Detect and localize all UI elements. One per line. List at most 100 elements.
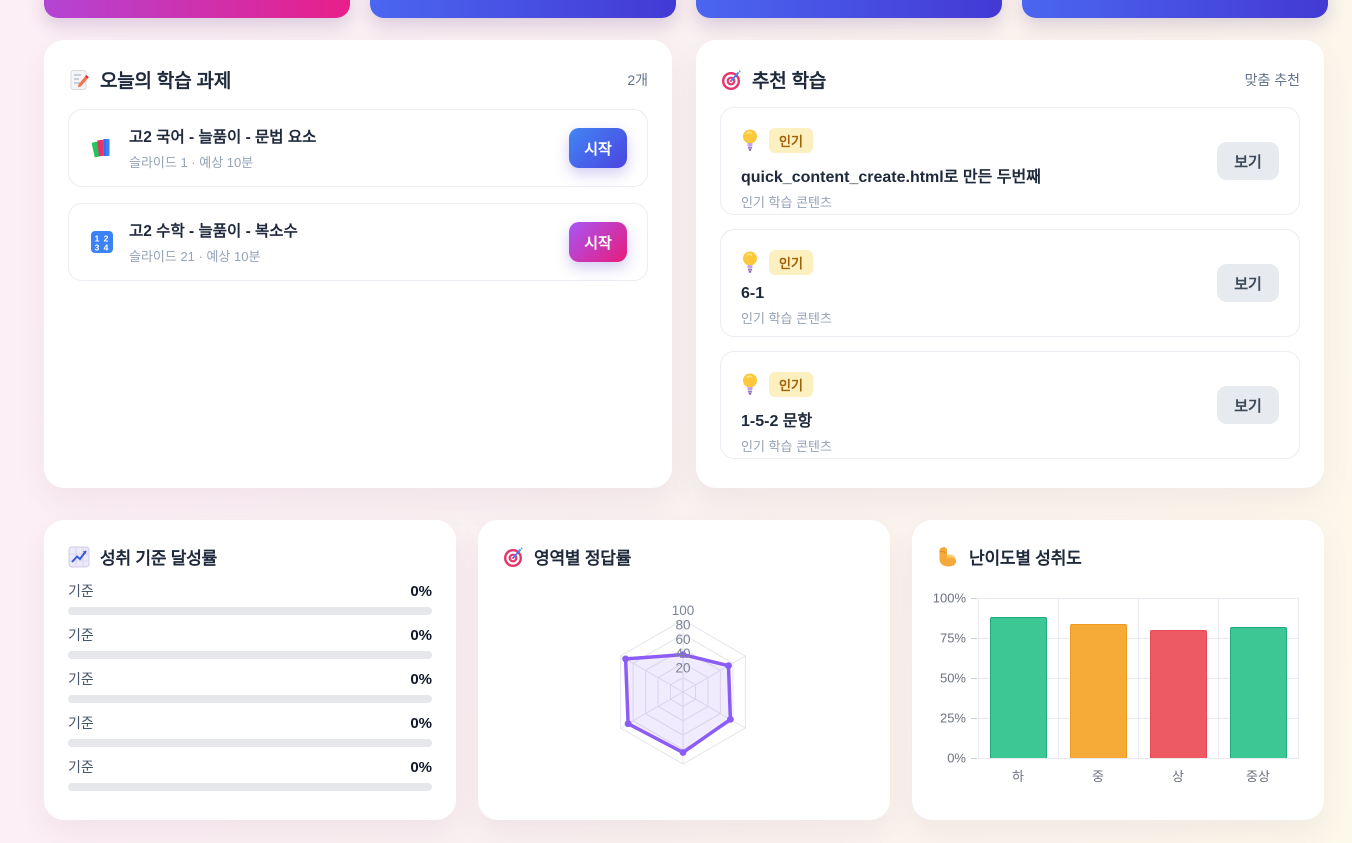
achievement-title: 성취 기준 달성률 bbox=[100, 549, 218, 568]
difficulty-header: 난이도별 성취도 bbox=[936, 544, 1300, 569]
recommendations-card: 추천 학습 맞춤 추천 인기 quick_content_create.html… bbox=[696, 40, 1324, 488]
task-title: 고2 수학 - 늘품이 - 복소수 bbox=[129, 223, 298, 240]
radar-card: 영역별 정답률 20 40 60 80 100 bbox=[478, 520, 890, 820]
bar-중상 bbox=[1229, 626, 1287, 758]
biceps-icon bbox=[936, 545, 959, 568]
recommendation-subtitle: 인기 학습 콘텐츠 bbox=[741, 195, 832, 210]
task-subtitle: 슬라이드 21 · 예상 10분 bbox=[129, 249, 261, 264]
gridline bbox=[1218, 598, 1219, 758]
svg-text:1: 1 bbox=[95, 234, 100, 244]
recommendation-title: 6-1 bbox=[741, 285, 765, 302]
svg-text:100: 100 bbox=[672, 603, 695, 618]
view-button[interactable]: 보기 bbox=[1217, 264, 1279, 302]
x-tick-label: 중 bbox=[1092, 769, 1104, 784]
banner-button[interactable] bbox=[370, 0, 676, 18]
recommendation-top: 인기 bbox=[741, 372, 1279, 397]
achievement-row-label: 기준 bbox=[68, 627, 94, 643]
svg-text:80: 80 bbox=[675, 617, 690, 632]
recommendation-subtitle: 인기 학습 콘텐츠 bbox=[741, 311, 832, 326]
achievement-row-label: 기준 bbox=[68, 583, 94, 599]
task-title: 고2 국어 - 늘품이 - 문법 요소 bbox=[129, 129, 317, 146]
svg-text:40: 40 bbox=[675, 646, 690, 661]
today-tasks-count: 2개 bbox=[627, 71, 648, 88]
achievement-row: 기준 0% bbox=[68, 671, 432, 703]
today-tasks-title: 오늘의 학습 과제 bbox=[100, 71, 232, 92]
popular-badge: 인기 bbox=[769, 372, 813, 397]
svg-text:3: 3 bbox=[95, 243, 100, 253]
achievement-row: 기준 0% bbox=[68, 583, 432, 615]
y-tick-label: 75% bbox=[939, 630, 966, 646]
x-tick-label: 상 bbox=[1172, 769, 1184, 784]
view-button[interactable]: 보기 bbox=[1217, 142, 1279, 180]
gridline bbox=[1058, 598, 1059, 758]
banner-button[interactable] bbox=[44, 0, 350, 18]
recommendation-top: 인기 bbox=[741, 128, 1279, 153]
task-item: 고2 국어 - 늘품이 - 문법 요소 슬라이드 1 · 예상 10분 시작 bbox=[68, 109, 648, 187]
svg-text:4: 4 bbox=[104, 243, 109, 253]
bulb-icon bbox=[741, 372, 759, 397]
recommendations-title: 추천 학습 bbox=[752, 71, 827, 92]
achievement-row-label: 기준 bbox=[68, 671, 94, 687]
achievement-row-label: 기준 bbox=[68, 715, 94, 731]
bar-상 bbox=[1149, 630, 1207, 758]
x-tick-label: 중상 bbox=[1246, 769, 1270, 784]
recommendation-item: 인기 6-1 인기 학습 콘텐츠 보기 bbox=[720, 229, 1300, 337]
recommendation-item: 인기 1-5-2 문항 인기 학습 콘텐츠 보기 bbox=[720, 351, 1300, 459]
gridline bbox=[978, 598, 979, 758]
achievement-header: 성취 기준 달성률 bbox=[68, 544, 432, 569]
y-tick-label: 0% bbox=[947, 750, 966, 766]
popular-badge: 인기 bbox=[769, 128, 813, 153]
chart-up-icon bbox=[68, 546, 90, 568]
popular-badge: 인기 bbox=[769, 250, 813, 275]
bulb-icon bbox=[741, 128, 759, 153]
achievement-progress-track bbox=[68, 783, 432, 791]
achievement-row-value: 0% bbox=[410, 714, 432, 732]
achievement-row-value: 0% bbox=[410, 670, 432, 688]
recommendation-item: 인기 quick_content_create.html로 만든 두번째 인기 … bbox=[720, 107, 1300, 215]
radar-header: 영역별 정답률 bbox=[502, 544, 866, 569]
gridline bbox=[1298, 598, 1299, 758]
today-tasks-header: 오늘의 학습 과제 2개 bbox=[68, 66, 648, 93]
banner-button[interactable] bbox=[1022, 0, 1328, 18]
start-button[interactable]: 시작 bbox=[569, 222, 627, 262]
books-icon bbox=[89, 135, 115, 161]
achievement-row-value: 0% bbox=[410, 582, 432, 600]
task-subtitle: 슬라이드 1 · 예상 10분 bbox=[129, 155, 254, 170]
svg-text:60: 60 bbox=[675, 632, 690, 647]
gridline bbox=[978, 758, 1298, 759]
achievement-progress-track bbox=[68, 607, 432, 615]
bar-중 bbox=[1069, 623, 1127, 758]
gridline bbox=[1138, 598, 1139, 758]
memo-icon bbox=[68, 69, 90, 91]
achievement-row: 기준 0% bbox=[68, 715, 432, 747]
y-tick bbox=[971, 638, 977, 639]
bar-chart bbox=[978, 598, 1299, 759]
achievement-card: 성취 기준 달성률 기준 0% 기준 0% 기준 0% 기준 0% bbox=[44, 520, 456, 820]
start-button[interactable]: 시작 bbox=[569, 128, 627, 168]
target-icon bbox=[720, 69, 742, 91]
svg-text:2: 2 bbox=[104, 234, 109, 244]
target-icon bbox=[502, 546, 524, 568]
banner-button[interactable] bbox=[696, 0, 1002, 18]
bulb-icon bbox=[741, 250, 759, 275]
difficulty-card: 난이도별 성취도 0% 25% 50% 75% 100% 하 중 상 중상 bbox=[912, 520, 1324, 820]
difficulty-title: 난이도별 성취도 bbox=[969, 549, 1082, 568]
x-tick-label: 하 bbox=[1012, 769, 1024, 784]
task-text: 고2 국어 - 늘품이 - 문법 요소 슬라이드 1 · 예상 10분 bbox=[129, 125, 316, 171]
y-tick bbox=[971, 598, 977, 599]
recommendations-header: 추천 학습 맞춤 추천 bbox=[720, 66, 1300, 93]
achievement-row: 기준 0% bbox=[68, 627, 432, 659]
achievement-row: 기준 0% bbox=[68, 759, 432, 791]
y-tick bbox=[971, 678, 977, 679]
recommendation-subtitle: 인기 학습 콘텐츠 bbox=[741, 439, 832, 454]
y-tick-label: 100% bbox=[932, 590, 966, 606]
view-button[interactable]: 보기 bbox=[1217, 386, 1279, 424]
recommendation-top: 인기 bbox=[741, 250, 1279, 275]
y-tick-label: 25% bbox=[939, 710, 966, 726]
achievement-row-value: 0% bbox=[410, 758, 432, 776]
svg-text:20: 20 bbox=[675, 661, 690, 676]
